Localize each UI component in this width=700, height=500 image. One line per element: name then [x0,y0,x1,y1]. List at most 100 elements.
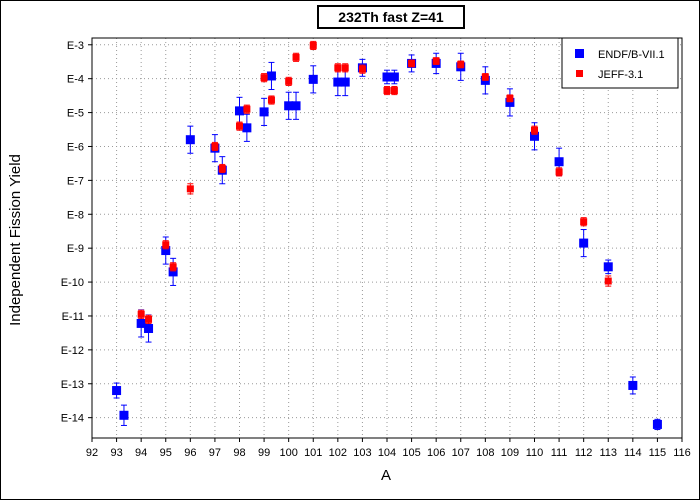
x-tick-label-93: 93 [110,447,122,459]
x-tick-label-109: 109 [501,447,519,459]
jeff-point-10 [267,96,275,104]
x-tick-label-104: 104 [378,447,396,459]
x-tick-label-105: 105 [402,447,420,459]
jeff-point-13 [309,41,317,49]
jeff-point-24 [531,126,538,134]
jeff-point-3 [169,263,177,271]
x-tick-label-111: 111 [551,447,568,459]
jeff-point-5 [211,142,219,150]
legend-label-jeff: JEFF-3.1 [598,69,643,81]
endf-point-30 [628,380,638,390]
x-tick-label-101: 101 [304,447,322,459]
x-tick-label-115: 115 [649,447,667,459]
legend-box [561,37,679,89]
y-tick-label-3: E-3 [67,40,84,52]
jeff-point-19 [408,59,416,67]
jeff-point-22 [481,73,489,81]
y-tick-label-9: E-9 [67,243,84,255]
endf-point-25 [505,97,515,107]
x-tick-label-95: 95 [160,447,172,459]
x-tick-label-92: 92 [86,447,98,459]
x-tick-label-94: 94 [135,447,147,459]
x-tick-label-96: 96 [184,447,196,459]
y-tick-label-4: E-4 [67,74,84,86]
x-axis-title: A [381,467,391,484]
x-tick-label-112: 112 [575,447,593,459]
y-tick-label-13: E-13 [61,379,84,391]
jeff-point-17 [383,87,391,95]
y-tick-label-5: E-5 [67,108,84,120]
x-tick-label-113: 113 [599,447,617,459]
endf-point-11 [259,107,269,117]
jeff-point-2 [162,241,170,249]
x-tick-label-110: 110 [526,447,544,459]
endf-point-16 [333,77,343,87]
endf-point-4 [161,246,171,256]
jeff-point-7 [236,122,243,130]
endf-point-10 [242,123,252,133]
x-tick-label-103: 103 [353,447,371,459]
data-series-layer [112,40,662,431]
chart-title-box [317,5,465,29]
jeff-point-23 [506,94,514,102]
endf-point-29 [603,262,613,272]
legend: ENDF/B-VII.1 JEFF-3.1 [561,37,679,89]
endf-point-3 [144,324,154,334]
legend-label-endf: ENDF/B-VII.1 [598,49,665,61]
endf-point-2 [136,318,146,328]
y-tick-label-14: E-14 [61,413,84,425]
jeff-point-11 [285,77,293,85]
x-tick-label-114: 114 [624,447,642,459]
endf-point-12 [266,71,276,81]
endf-point-15 [308,74,318,84]
endf-point-27 [554,157,564,167]
endf-point-5 [168,267,178,277]
y-tick-label-12: E-12 [61,345,84,357]
jeff-point-9 [260,74,268,82]
jeff-point-25 [555,168,563,176]
x-tick-label-116: 116 [673,447,691,459]
jeff-point-8 [243,105,251,113]
endf-point-20 [389,72,399,82]
y-tick-label-7: E-7 [67,175,84,187]
endf-point-28 [579,238,589,248]
x-tick-label-108: 108 [476,447,494,459]
chart-title: 232Th fast Z=41 [338,9,444,25]
axes-layer: 92 93 94 95 96 97 98 99 100 101 102 103 104 105 106 107… [61,40,691,459]
endf-point-9 [235,106,244,116]
endf-point-13 [284,101,294,111]
jeff-point-20 [432,57,440,65]
endf-point-17 [340,77,350,87]
x-tick-label-99: 99 [258,447,270,459]
jeff-point-27 [604,277,612,285]
jeff-point-18 [390,87,398,95]
jeff-point-4 [186,185,194,193]
legend-marker-endf [575,49,584,58]
y-tick-label-10: E-10 [61,277,84,289]
y-axis-title: Independent Fission Yield [7,154,24,326]
endf-point-14 [291,101,301,111]
x-tick-label-97: 97 [209,447,221,459]
jeff-point-15 [341,64,349,72]
x-tick-label-102: 102 [329,447,347,459]
jeff-point-1 [145,315,153,323]
legend-marker-jeff [576,70,583,77]
y-tick-label-11: E-11 [62,311,84,323]
endf-point-0 [112,386,122,396]
jeff-point-0 [137,310,145,318]
jeff-point-26 [580,218,588,226]
jeff-point-14 [334,64,342,72]
jeff-point-6 [218,165,226,173]
x-tick-label-106: 106 [427,447,445,459]
x-tick-label-100: 100 [279,447,297,459]
endf-point-31 [652,419,662,429]
y-tick-label-8: E-8 [67,209,84,221]
endf-point-26 [530,131,539,141]
endf-point-6 [185,135,195,145]
y-tick-label-6: E-6 [67,141,84,153]
jeff-point-12 [292,53,300,61]
endf-point-1 [119,410,129,420]
x-tick-label-107: 107 [452,447,470,459]
jeff-point-21 [457,60,465,68]
